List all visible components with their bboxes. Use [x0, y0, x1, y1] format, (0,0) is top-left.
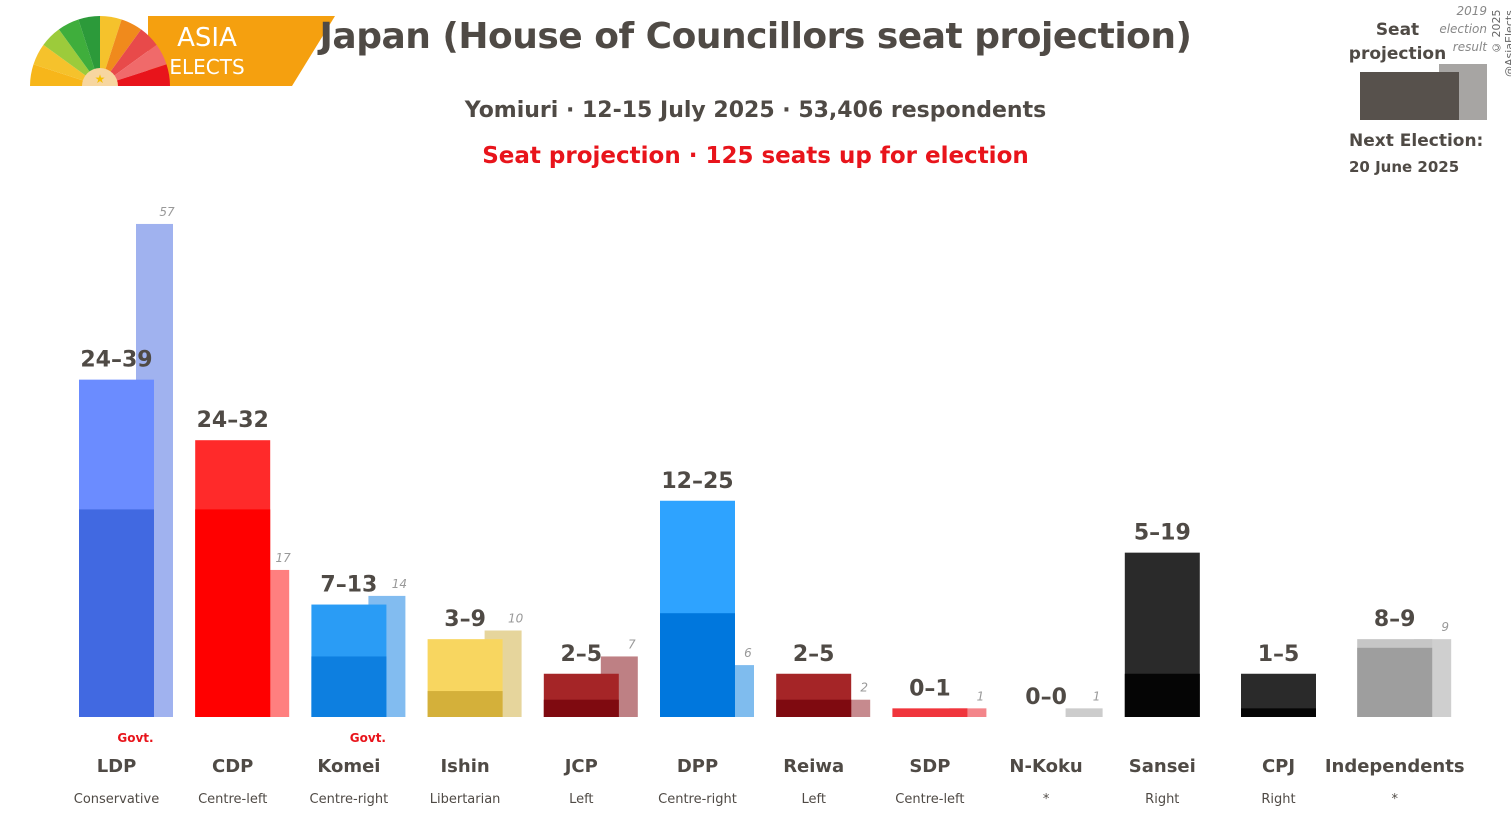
projection-low-bar [543, 699, 619, 717]
range-label: 3–9 [444, 607, 486, 632]
range-label: 24–39 [80, 348, 152, 373]
legend-projection-label-2: projection [1348, 44, 1447, 64]
prev-result-label: 14 [392, 577, 407, 591]
legend-previous-label-3: result [1452, 40, 1487, 54]
logo-banner [148, 16, 335, 86]
party-ideology: Conservative [74, 792, 159, 807]
party-ideology: Centre-right [310, 792, 389, 807]
next-election-date: 20 June 2025 [1349, 158, 1460, 176]
party-name: Ishin [440, 756, 489, 777]
prev-result-label: 10 [508, 612, 524, 626]
next-election-label: Next Election: [1349, 131, 1484, 151]
projection-low-bar [1241, 708, 1316, 717]
legend: Seat projection 2019 election result [1345, 4, 1495, 129]
party-ideology: Right [1261, 792, 1295, 807]
projection-low-bar [311, 656, 387, 717]
legend-previous-label-1: 2019 [1456, 4, 1487, 18]
projection-low-bar [776, 699, 852, 717]
prev-result-label: 17 [276, 551, 292, 565]
range-label: 24–32 [197, 408, 269, 433]
projection-caption: Seat projection · 125 seats up for elect… [482, 143, 1029, 169]
party-name: Reiwa [783, 756, 844, 777]
prev-result-label: 1 [1093, 689, 1101, 703]
prev-result-bar [1065, 708, 1103, 717]
party-ideology: Left [569, 792, 593, 807]
party-name: JCP [563, 756, 598, 777]
range-label: 0–1 [909, 676, 951, 701]
party-name: Independents [1325, 756, 1465, 777]
logo-sunburst-icon: ★ [30, 16, 170, 86]
prev-result-label: 57 [159, 205, 175, 219]
svg-text:★: ★ [95, 72, 106, 86]
poll-subtitle: Yomiuri · 12-15 July 2025 · 53,406 respo… [464, 98, 1047, 123]
govt-label: Govt. [350, 731, 386, 745]
projection-low-bar [1357, 647, 1433, 717]
prev-result-label: 9 [1441, 620, 1449, 634]
party-name: Komei [317, 756, 380, 777]
logo-text-asia: ASIA [177, 23, 237, 53]
range-label: 5–19 [1134, 521, 1191, 546]
range-label: 7–13 [320, 573, 377, 598]
chart-title: Japan (House of Councillors seat project… [319, 16, 1192, 57]
party-ideology: Left [801, 792, 825, 807]
projection-low-bar [1124, 673, 1200, 717]
party-name: CDP [212, 756, 253, 777]
party-ideology: * [1391, 792, 1398, 807]
party-name: SDP [909, 756, 950, 777]
range-label: 2–5 [793, 642, 835, 667]
range-label: 8–9 [1374, 607, 1416, 632]
projection-low-bar [660, 613, 735, 717]
party-ideology: Right [1145, 792, 1179, 807]
legend-previous-label-2: election [1439, 22, 1487, 36]
party-ideology: Libertarian [430, 792, 501, 807]
range-label: 1–5 [1258, 642, 1300, 667]
legend-projection-swatch [1360, 72, 1459, 120]
projection-high-bar [892, 708, 968, 717]
projection-low-bar [79, 509, 154, 717]
legend-projection-label-1: Seat [1375, 20, 1420, 40]
range-label: 0–0 [1025, 685, 1067, 710]
party-ideology: Centre-right [658, 792, 737, 807]
party-ideology: * [1043, 792, 1050, 807]
party-name: N-Koku [1009, 756, 1082, 777]
range-label: 2–5 [560, 642, 602, 667]
prev-result-label: 1 [977, 689, 985, 703]
prev-result-label: 2 [860, 681, 868, 695]
prev-result-label: 6 [744, 646, 752, 660]
party-name: CPJ [1262, 756, 1295, 777]
party-name: Sansei [1129, 756, 1196, 777]
asia-elects-logo: ★ ASIA ELECTS [30, 16, 335, 86]
party-ideology: Centre-left [895, 792, 964, 807]
projection-low-bar [427, 691, 503, 717]
govt-label: Govt. [117, 731, 153, 745]
party-name: LDP [97, 756, 137, 777]
prev-result-label: 7 [628, 637, 636, 651]
range-label: 12–25 [661, 469, 733, 494]
projection-low-bar [195, 509, 271, 717]
logo-text-elects: ELECTS [169, 55, 244, 79]
prev-result-bar [949, 708, 987, 717]
party-name: DPP [677, 756, 718, 777]
party-ideology: Centre-left [198, 792, 267, 807]
